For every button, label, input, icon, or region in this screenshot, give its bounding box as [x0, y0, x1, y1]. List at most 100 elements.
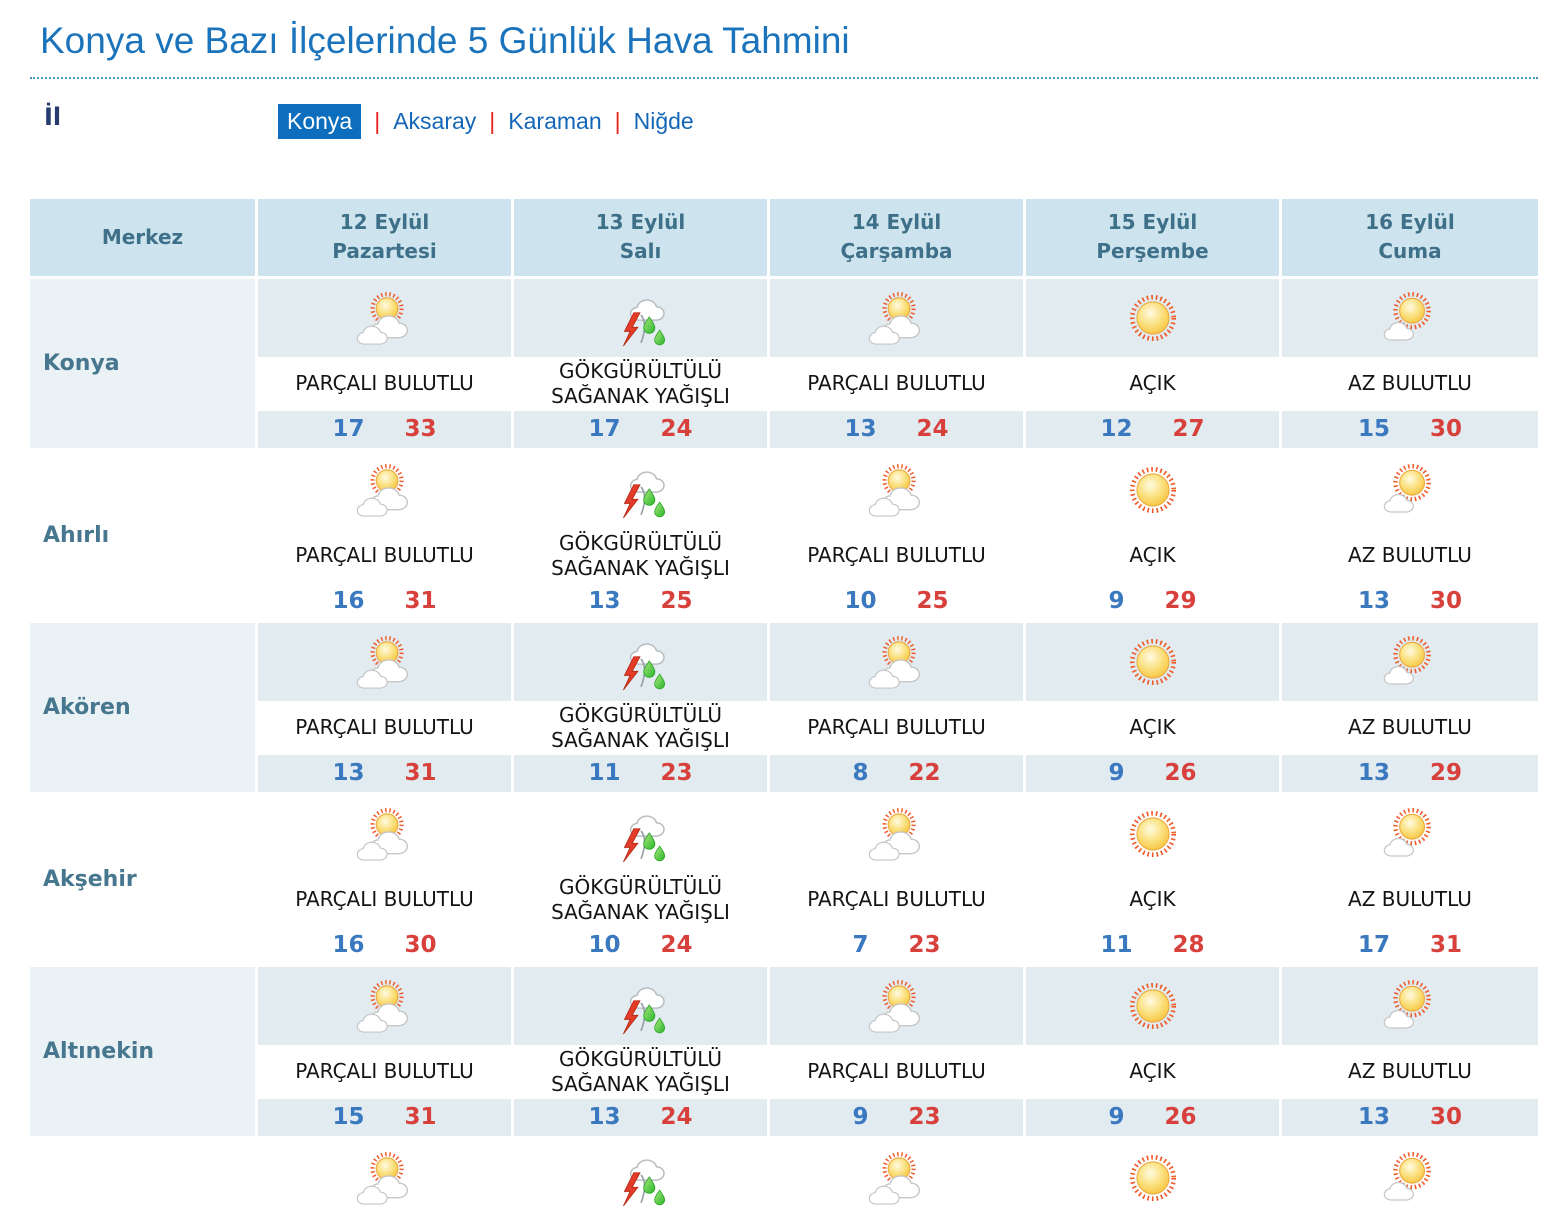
few-clouds-icon	[1381, 633, 1439, 691]
icon-band	[258, 622, 511, 701]
icon-band	[258, 1138, 511, 1217]
forecast-cell: GÖKGÜRÜLTÜLÜ SAĞANAK YAĞIŞLI 13 25	[514, 450, 770, 623]
condition-text: PARÇALI BULUTLU	[807, 543, 986, 568]
table-body: Konya PARÇALI BULUTLU 17 33 GÖKGÜRÜLTÜLÜ SAĞ…	[30, 278, 1538, 1220]
min-temp: 15	[332, 1104, 365, 1131]
condition-band: PARÇALI BULUTLU	[258, 872, 511, 927]
day-header: 15 Eylül Perşembe	[1026, 198, 1282, 279]
temp-band: 13 30	[1282, 582, 1538, 620]
temp-band: 9 26	[1026, 754, 1279, 792]
min-temp: 10	[844, 588, 877, 615]
min-temp: 15	[1357, 416, 1390, 443]
condition-band: AÇIK	[1026, 528, 1279, 583]
province-link-nigde[interactable]: Niğde	[633, 107, 694, 134]
max-temp: 30	[1430, 1104, 1463, 1131]
temp-band: 13 24	[514, 1098, 767, 1136]
condition-band: PARÇALI BULUTLU	[258, 356, 511, 411]
day-header-date: 15 Eylül	[1107, 210, 1198, 235]
temp-band: 15 30	[1282, 410, 1538, 448]
icon-band	[770, 1138, 1023, 1217]
condition-band: PARÇALI BULUTLU	[258, 1044, 511, 1099]
temp-band: 13 31	[258, 754, 511, 792]
max-temp: 30	[1430, 416, 1463, 443]
max-temp: 31	[1430, 932, 1463, 959]
forecast-cell	[1026, 1138, 1282, 1220]
condition-band: PARÇALI BULUTLU	[770, 1044, 1023, 1099]
district-name: Konya	[30, 278, 258, 451]
day-header-weekday: Perşembe	[1096, 239, 1209, 264]
min-temp: 13	[1357, 760, 1390, 787]
max-temp: 26	[1164, 1104, 1197, 1131]
condition-band: PARÇALI BULUTLU	[770, 356, 1023, 411]
max-temp: 26	[1164, 760, 1197, 787]
condition-text: AZ BULUTLU	[1348, 1059, 1472, 1084]
min-temp: 9	[852, 1104, 869, 1131]
min-temp: 11	[588, 760, 621, 787]
icon-band	[514, 278, 767, 357]
forecast-cell	[258, 1138, 514, 1220]
forecast-cell: PARÇALI BULUTLU 16 31	[258, 450, 514, 623]
condition-band: AZ BULUTLU	[1282, 700, 1538, 755]
forecast-cell	[514, 1138, 770, 1220]
max-temp: 22	[908, 760, 941, 787]
province-link-aksaray[interactable]: Aksaray	[393, 107, 477, 134]
clear-icon	[1124, 1149, 1182, 1207]
district-name	[30, 1138, 258, 1220]
thunderstorm-icon	[612, 633, 670, 691]
day-header-weekday: Çarşamba	[840, 239, 953, 264]
partly-cloudy-icon	[868, 461, 926, 519]
icon-band	[514, 1138, 767, 1217]
few-clouds-icon	[1381, 461, 1439, 519]
day-header-date: 13 Eylül	[595, 210, 686, 235]
icon-band	[770, 278, 1023, 357]
temp-band: 13 25	[514, 582, 767, 620]
forecast-cell: GÖKGÜRÜLTÜLÜ SAĞANAK YAĞIŞLI 10 24	[514, 794, 770, 967]
partly-cloudy-icon	[868, 1149, 926, 1207]
forecast-cell: PARÇALI BULUTLU 15 31	[258, 966, 514, 1139]
max-temp: 27	[1172, 416, 1205, 443]
icon-band	[1282, 622, 1538, 701]
forecast-cell: PARÇALI BULUTLU 8 22	[770, 622, 1026, 795]
condition-band: GÖKGÜRÜLTÜLÜ SAĞANAK YAĞIŞLI	[514, 700, 767, 755]
few-clouds-icon	[1381, 805, 1439, 863]
day-header: 12 Eylül Pazartesi	[258, 198, 514, 279]
max-temp: 29	[1164, 588, 1197, 615]
forecast-cell: AZ BULUTLU 13 29	[1282, 622, 1538, 795]
forecast-row: Altınekin PARÇALI BULUTLU 15 31 GÖKGÜRÜLTÜLÜ…	[30, 966, 1538, 1139]
partly-cloudy-icon	[356, 805, 414, 863]
icon-band	[1026, 450, 1279, 529]
max-temp: 31	[404, 1104, 437, 1131]
icon-band	[770, 794, 1023, 873]
temp-band: 11 23	[514, 754, 767, 792]
day-header: 13 Eylül Salı	[514, 198, 770, 279]
temp-band: 9 23	[770, 1098, 1023, 1136]
condition-text: PARÇALI BULUTLU	[295, 715, 474, 740]
condition-text: AÇIK	[1129, 1059, 1176, 1084]
forecast-cell: PARÇALI BULUTLU 10 25	[770, 450, 1026, 623]
temp-band: 10 24	[514, 926, 767, 964]
page-title: Konya ve Bazı İlçelerinde 5 Günlük Hava …	[40, 20, 850, 61]
clear-icon	[1124, 977, 1182, 1035]
forecast-cell: PARÇALI BULUTLU 13 31	[258, 622, 514, 795]
icon-band	[258, 966, 511, 1045]
province-link-karaman[interactable]: Karaman	[508, 107, 602, 134]
forecast-cell: PARÇALI BULUTLU 16 30	[258, 794, 514, 967]
forecast-table: Merkez 12 Eylül Pazartesi 13 Eylül Salı 14 Ey…	[30, 198, 1538, 1220]
condition-text: GÖKGÜRÜLTÜLÜ SAĞANAK YAĞIŞLI	[551, 358, 730, 408]
forecast-row-partial	[30, 1138, 1538, 1220]
day-header-date: 16 Eylül	[1365, 210, 1455, 235]
table-header-row: Merkez 12 Eylül Pazartesi 13 Eylül Salı 14 Ey…	[30, 198, 1538, 279]
temp-band: 8 22	[770, 754, 1023, 792]
condition-band: AÇIK	[1026, 1044, 1279, 1099]
day-header-date: 14 Eylül	[851, 210, 942, 235]
min-temp: 17	[332, 416, 365, 443]
partly-cloudy-icon	[868, 289, 926, 347]
icon-band	[1026, 966, 1279, 1045]
condition-band: AÇIK	[1026, 356, 1279, 411]
min-temp: 16	[332, 932, 365, 959]
separator: |	[614, 107, 621, 134]
max-temp: 24	[660, 416, 693, 443]
province-link-konya[interactable]: Konya	[278, 103, 362, 139]
icon-band	[1282, 278, 1538, 357]
condition-text: AÇIK	[1129, 715, 1176, 740]
